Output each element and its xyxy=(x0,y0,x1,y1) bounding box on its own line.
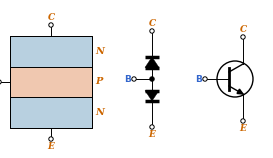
Circle shape xyxy=(0,80,1,84)
Text: B: B xyxy=(124,75,131,83)
Text: C: C xyxy=(239,25,247,34)
Circle shape xyxy=(49,137,53,141)
Text: E: E xyxy=(240,124,247,133)
Bar xyxy=(10,97,92,128)
Text: N: N xyxy=(95,108,104,117)
Bar xyxy=(10,36,92,128)
Circle shape xyxy=(132,77,136,81)
Polygon shape xyxy=(145,91,159,101)
Text: C: C xyxy=(48,13,55,22)
Polygon shape xyxy=(145,57,159,67)
Circle shape xyxy=(150,29,154,33)
Circle shape xyxy=(241,35,245,39)
Text: N: N xyxy=(95,47,104,56)
Text: E: E xyxy=(149,130,155,139)
Text: B: B xyxy=(195,75,202,83)
Bar xyxy=(10,36,92,67)
Circle shape xyxy=(150,125,154,129)
Circle shape xyxy=(49,23,53,27)
Text: C: C xyxy=(149,19,156,28)
Text: E: E xyxy=(48,142,54,151)
Circle shape xyxy=(150,76,155,82)
Circle shape xyxy=(241,119,245,123)
Text: P: P xyxy=(95,78,102,86)
Circle shape xyxy=(217,61,253,97)
Bar xyxy=(10,67,92,97)
Polygon shape xyxy=(237,89,243,94)
Circle shape xyxy=(203,77,207,81)
